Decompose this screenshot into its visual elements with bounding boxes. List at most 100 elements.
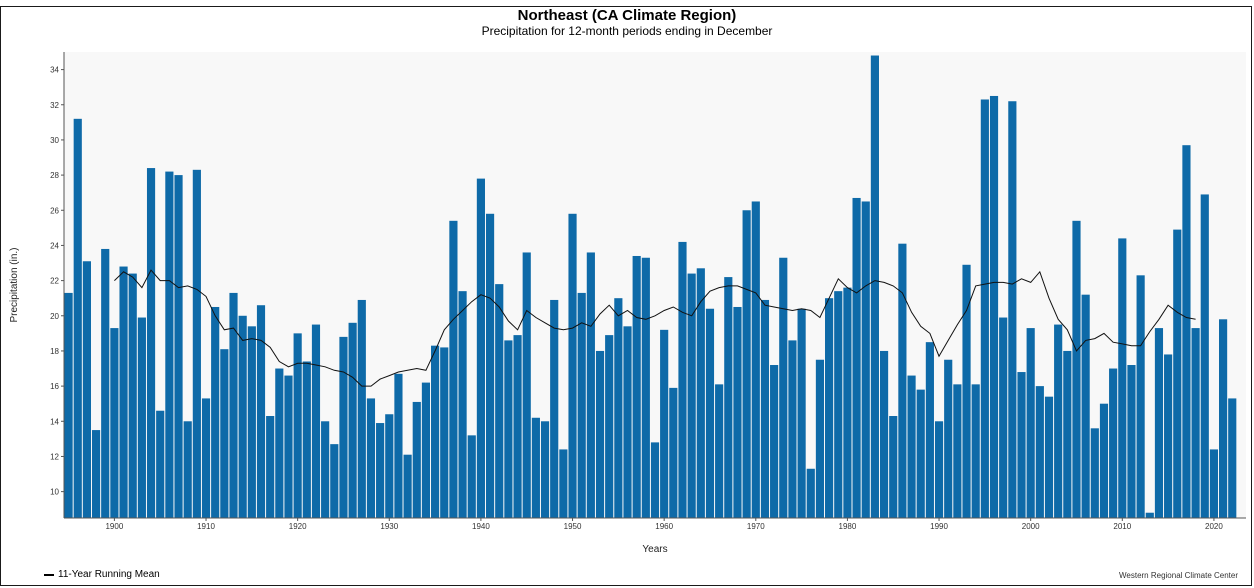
bar-1988 [916, 389, 925, 518]
x-tick-label: 2020 [1205, 522, 1223, 531]
bar-1943 [504, 340, 513, 518]
bar-1933 [412, 401, 421, 518]
bar-1967 [724, 277, 733, 518]
bar-1955 [614, 298, 623, 518]
bar-2000 [1026, 328, 1035, 518]
bar-2007 [1090, 428, 1099, 518]
running-mean-line [114, 269, 1196, 387]
y-tick-label: 26 [50, 206, 59, 215]
bar-1960 [660, 329, 669, 518]
bar-2017 [1182, 145, 1191, 518]
bar-1975 [797, 308, 806, 518]
bar-1925 [339, 336, 348, 518]
bar-1965 [705, 308, 715, 518]
bar-1905 [156, 410, 165, 518]
bar-1983 [870, 55, 879, 519]
bar-1945 [522, 252, 531, 518]
bar-1934 [421, 382, 431, 518]
y-tick-label: 18 [50, 347, 59, 356]
bar-1910 [201, 398, 211, 518]
bar-2020 [1209, 449, 1219, 518]
x-tick-label: 2010 [1113, 522, 1131, 531]
bar-1908 [183, 421, 192, 518]
y-tick-label: 14 [50, 417, 59, 426]
bar-1940 [476, 178, 485, 518]
bar-1971 [760, 299, 770, 518]
bar-1991 [944, 359, 953, 518]
y-tick-label: 24 [50, 241, 59, 250]
y-tick-label: 34 [50, 66, 59, 75]
bar-1954 [605, 335, 614, 518]
y-tick-label: 10 [50, 488, 59, 497]
bar-1901 [119, 266, 128, 518]
bar-1968 [733, 306, 742, 518]
bar-1978 [825, 298, 834, 518]
bar-1937 [449, 220, 458, 518]
y-tick-label: 16 [50, 382, 59, 391]
bar-1923 [321, 421, 330, 518]
bar-1932 [403, 454, 412, 518]
bar-2009 [1109, 368, 1118, 518]
bar-1952 [586, 252, 595, 518]
bar-1989 [925, 342, 934, 518]
y-axis-label: Precipitation (in.) [9, 247, 20, 322]
bar-1985 [889, 416, 898, 518]
bar-2001 [1035, 386, 1044, 518]
bar-1938 [458, 291, 467, 518]
bar-1904 [146, 168, 156, 519]
bar-2002 [1044, 396, 1054, 518]
bar-2016 [1173, 229, 1182, 518]
bar-1964 [696, 268, 705, 518]
bar-1946 [531, 417, 540, 518]
y-tick-label: 28 [50, 171, 59, 180]
bar-1948 [550, 299, 559, 518]
bar-1929 [376, 423, 385, 518]
bar-1956 [623, 326, 632, 518]
y-tick-label: 12 [50, 452, 59, 461]
bar-1972 [770, 365, 779, 518]
bar-1924 [330, 444, 339, 518]
y-tick-label: 30 [50, 136, 59, 145]
x-tick-label: 1980 [839, 522, 857, 531]
bar-1917 [266, 416, 275, 518]
bar-1976 [806, 468, 815, 518]
bar-1959 [650, 442, 660, 518]
bar-1994 [971, 384, 980, 518]
bar-1947 [540, 421, 550, 518]
bar-1898 [91, 430, 101, 518]
bar-1912 [220, 349, 229, 518]
bar-1939 [467, 435, 476, 518]
bar-1981 [852, 197, 861, 518]
bar-2006 [1081, 294, 1090, 518]
bar-1941 [485, 213, 495, 518]
bar-1900 [110, 328, 119, 518]
x-tick-label: 1960 [655, 522, 673, 531]
bar-1977 [815, 359, 825, 518]
legend-label: 11-Year Running Mean [58, 569, 160, 580]
bar-2011 [1127, 365, 1136, 518]
bar-1990 [934, 421, 944, 518]
x-axis-ticks: 1900 1910 1920 1930 1940 1950 1960 1970 1980 1990… [105, 518, 1223, 531]
bar-1909 [192, 169, 201, 519]
chart-frame [0, 6, 1252, 586]
bar-1998 [1008, 101, 1017, 519]
bar-1931 [394, 373, 403, 518]
y-axis-ticks: 10 12 14 16 18 20 22 24 26 28 30 32 34 [50, 66, 64, 497]
bar-1974 [788, 340, 797, 518]
bar-1970 [751, 201, 760, 519]
bar-1999 [1017, 372, 1026, 518]
bar-1922 [311, 324, 321, 518]
x-tick-label: 1990 [930, 522, 948, 531]
bar-1966 [715, 384, 724, 518]
bar-1958 [641, 257, 650, 518]
bar-1961 [669, 387, 678, 518]
bar-2014 [1154, 328, 1164, 518]
bar-1995 [980, 99, 989, 518]
x-tick-label: 1970 [747, 522, 765, 531]
bar-1979 [834, 291, 843, 518]
bar-1928 [366, 398, 376, 518]
bar-1907 [174, 175, 183, 518]
y-tick-label: 20 [50, 312, 59, 321]
chart-subtitle: Precipitation for 12-month periods endin… [481, 24, 773, 38]
